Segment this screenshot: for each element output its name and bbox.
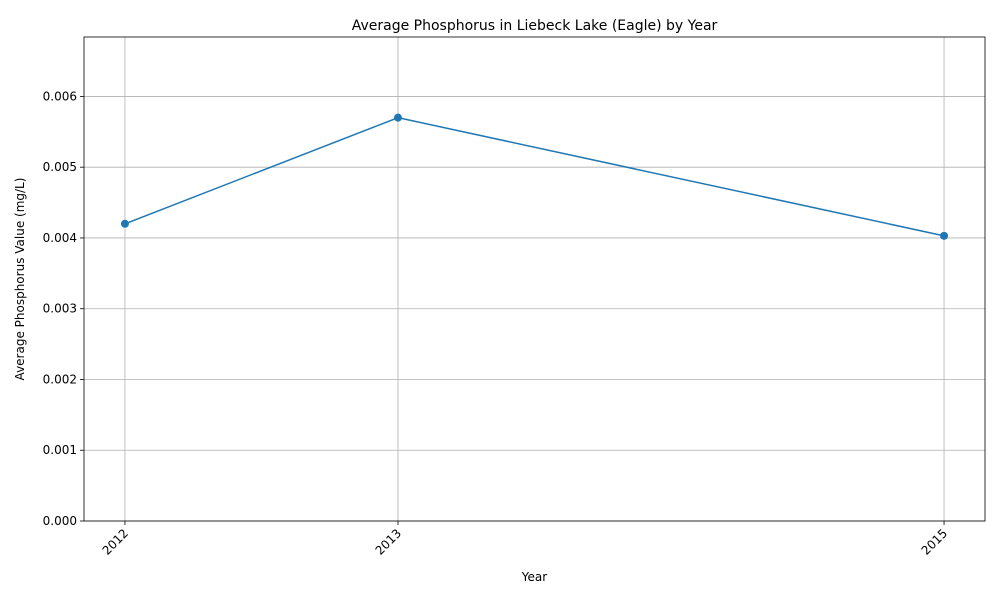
- data-point: [940, 231, 949, 240]
- y-tick-label: 0.005: [43, 160, 77, 174]
- y-tick-label: 0.002: [43, 372, 77, 386]
- plot-frame: [83, 36, 986, 522]
- series-layer: [120, 113, 949, 240]
- grid: [84, 37, 985, 522]
- y-tick-label: 0.003: [43, 302, 77, 316]
- data-point: [120, 219, 129, 228]
- chart-title: Average Phosphorus in Liebeck Lake (Eagl…: [352, 18, 718, 34]
- y-tick-label: 0.000: [43, 514, 77, 528]
- plot-background: [84, 37, 985, 521]
- x-axis-title: Year: [521, 570, 547, 584]
- y-tick-label: 0.004: [43, 231, 77, 245]
- data-point: [393, 113, 402, 122]
- y-tick-label: 0.006: [43, 89, 77, 103]
- y-axis-title: Average Phosphorus Value (mg/L): [13, 178, 27, 381]
- y-tick-label: 0.001: [43, 443, 77, 457]
- y-axis: 0.000 0.001 0.002 0.003 0.004 0.005 0.006: [43, 89, 84, 528]
